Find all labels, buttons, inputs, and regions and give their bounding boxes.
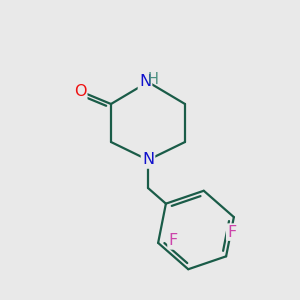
Text: O: O	[74, 85, 86, 100]
Text: N: N	[142, 152, 154, 167]
Text: F: F	[227, 225, 236, 240]
Text: N: N	[139, 74, 151, 89]
Text: H: H	[148, 73, 158, 88]
Text: F: F	[169, 233, 178, 248]
